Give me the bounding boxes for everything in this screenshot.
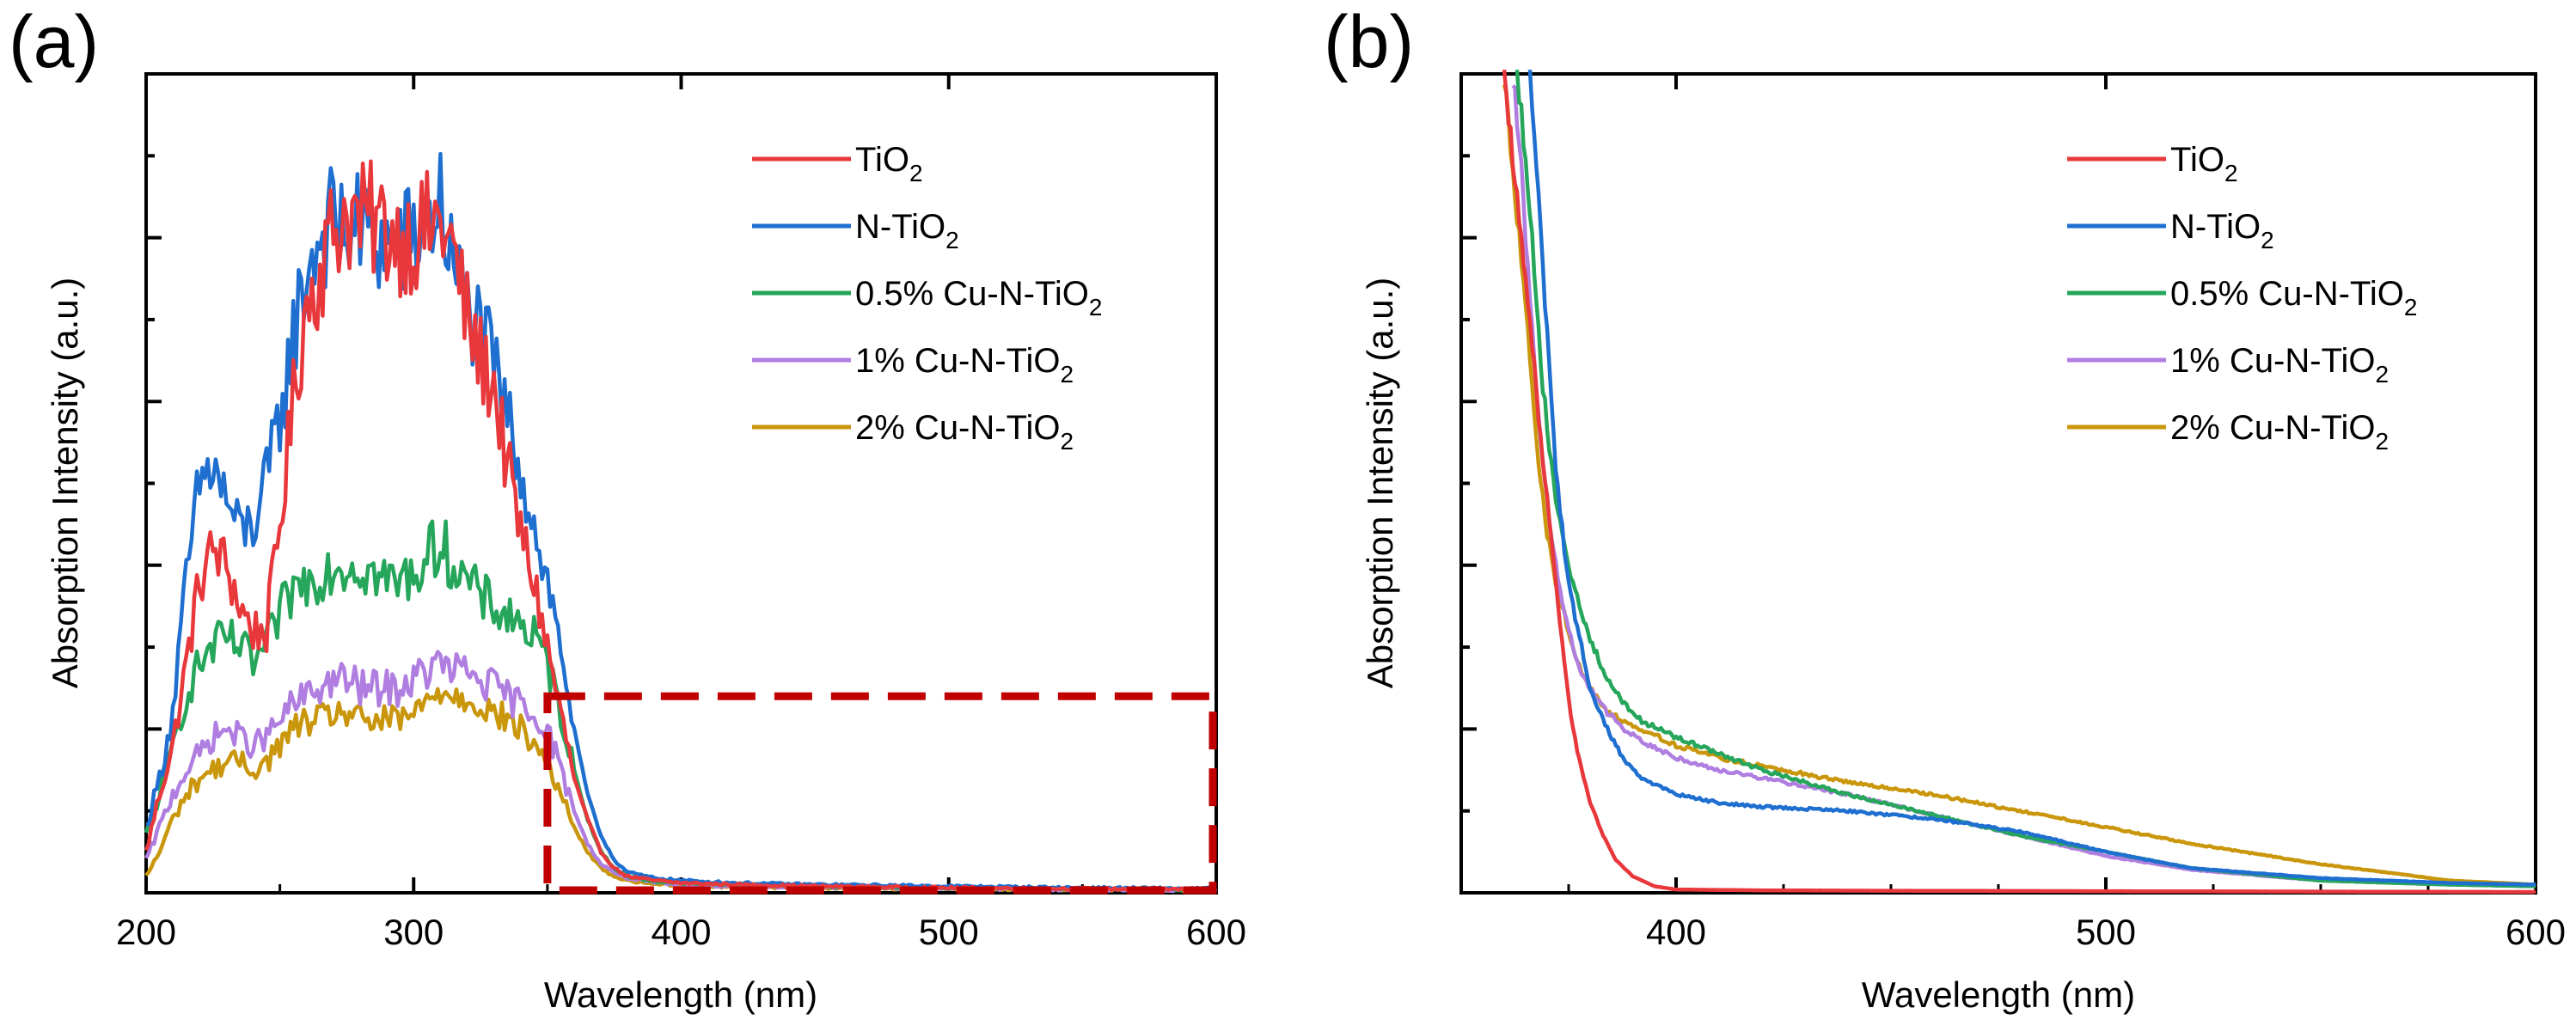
legend-label-main: 1% Cu-N-TiO	[2170, 342, 2376, 380]
legend-label-main: N-TiO	[855, 208, 945, 246]
series-line-2-cu-n-tio2	[144, 687, 1218, 894]
legend-label-subscript: 2	[2224, 160, 2238, 186]
panel-a-ticks	[144, 72, 1218, 895]
x-tick-label: 400	[651, 912, 711, 952]
panel-b-ticks	[1459, 72, 2537, 895]
legend-label: 2% Cu-N-TiO2	[2170, 409, 2389, 455]
legend-label: 2% Cu-N-TiO2	[855, 409, 1074, 455]
panel-b-x-axis-title: Wavelength (nm)	[1862, 974, 2135, 1015]
legend-label-subscript: 2	[2404, 294, 2418, 321]
legend-label-main: N-TiO	[2170, 208, 2261, 246]
legend-label: 0.5% Cu-N-TiO2	[855, 275, 1102, 321]
legend-label-subscript: 2	[1061, 361, 1074, 388]
legend-label-main: TiO	[855, 141, 909, 179]
legend-label: 1% Cu-N-TiO2	[855, 342, 1074, 388]
series-line-n-tio2	[145, 151, 1218, 892]
panel-a-x-tick-labels: 200 300 400 500 600	[116, 912, 1246, 952]
legend-label-main: 1% Cu-N-TiO	[855, 342, 1061, 380]
panel-a-series	[144, 151, 1218, 894]
panel-b-series	[1502, 69, 2536, 895]
series-line-n-tio2	[1527, 70, 2536, 887]
legend-label: TiO2	[855, 141, 923, 186]
legend-label-subscript: 2	[2376, 428, 2389, 455]
legend-label-subscript: 2	[1089, 294, 1103, 321]
panel-b: (b) 400 500 600 Wavelength (nm) Absorption…	[1324, 1, 2566, 1015]
legend-label-main: TiO	[2170, 141, 2224, 179]
legend-label-subscript: 2	[2261, 227, 2274, 253]
legend-label-subscript: 2	[945, 227, 959, 253]
panel-a-highlight-box	[543, 692, 1217, 895]
legend-label: 0.5% Cu-N-TiO2	[2170, 275, 2417, 321]
x-tick-label: 300	[383, 912, 444, 952]
legend-label-main: 2% Cu-N-TiO	[2170, 409, 2376, 447]
x-tick-label: 500	[2076, 912, 2136, 952]
x-tick-label: 600	[2506, 912, 2566, 952]
legend-label-subscript: 2	[909, 160, 923, 186]
x-tick-label: 400	[1646, 912, 1706, 952]
legend-label: N-TiO2	[2170, 208, 2274, 253]
x-tick-label: 200	[116, 912, 176, 952]
series-line-1-cu-n-tio2	[1511, 84, 2536, 889]
panel-a-y-axis-title: Absorption Intensity (a.u.)	[45, 278, 85, 689]
x-tick-label: 500	[919, 912, 979, 952]
legend-label: 1% Cu-N-TiO2	[2170, 342, 2389, 388]
panel-a-label: (a)	[9, 1, 99, 83]
series-line-1-cu-n-tio2	[144, 650, 1217, 894]
x-tick-label: 600	[1186, 912, 1246, 952]
panel-a: (a) 200 300 400 500 600 Wavelength (nm) Abso…	[9, 1, 1246, 1015]
panel-b-plot-frame	[1459, 72, 2537, 895]
legend-label-main: 0.5% Cu-N-TiO	[2170, 275, 2404, 313]
legend-label-main: 0.5% Cu-N-TiO	[855, 275, 1089, 313]
panel-a-plot-frame	[144, 72, 1218, 895]
panel-a-x-axis-title: Wavelength (nm)	[544, 974, 817, 1015]
series-line-0-5-cu-n-tio2	[1514, 70, 2536, 889]
panel-b-label: (b)	[1324, 1, 1414, 83]
legend-label-main: 2% Cu-N-TiO	[855, 409, 1061, 447]
series-line-0-5-cu-n-tio2	[144, 519, 1217, 893]
panel-b-x-tick-labels: 400 500 600	[1646, 912, 2566, 952]
series-line-2-cu-n-tio2	[1502, 83, 2536, 887]
legend-label-subscript: 2	[1061, 428, 1074, 455]
legend-label: TiO2	[2170, 141, 2238, 186]
legend-label-subscript: 2	[2376, 361, 2389, 388]
panel-b-y-axis-title: Absorption Intensity (a.u.)	[1360, 278, 1400, 689]
series-line-tio2	[144, 159, 1217, 893]
legend-label: N-TiO2	[855, 208, 959, 253]
series-line-tio2	[1502, 69, 2536, 895]
